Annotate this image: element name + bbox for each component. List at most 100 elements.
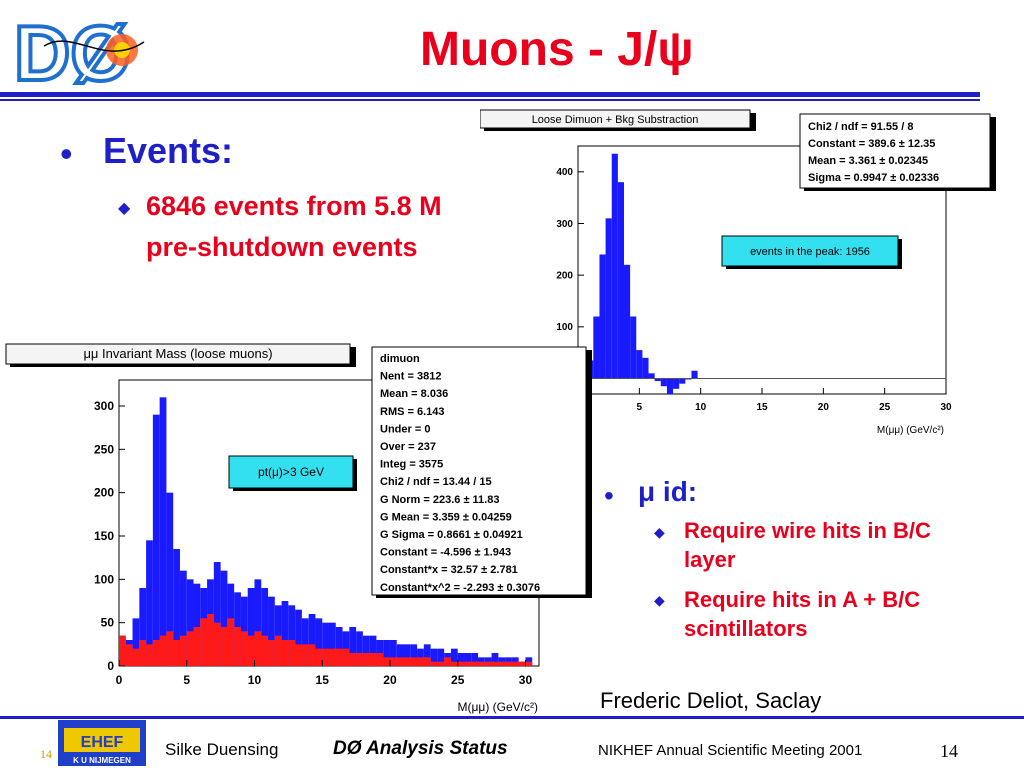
stats-line: Sigma = 0.9947 ± 0.02336 bbox=[808, 172, 939, 184]
bar-background bbox=[301, 644, 309, 666]
bar-background bbox=[132, 648, 140, 666]
bar bbox=[593, 316, 600, 379]
y-tick-label: 0 bbox=[107, 659, 114, 673]
stats-line: Constant*x^2 = -2.293 ± 0.3076 bbox=[380, 582, 540, 594]
bar-all bbox=[383, 640, 390, 666]
stats-line: G Sigma = 0.8661 ± 0.04921 bbox=[380, 529, 523, 541]
bar-background bbox=[423, 657, 431, 666]
chart-dimuon-subtracted: Loose Dimuon + Bkg Substraction 05101520… bbox=[480, 109, 996, 436]
bar-all bbox=[329, 622, 336, 666]
bar-all bbox=[423, 644, 431, 666]
bar-background bbox=[484, 661, 492, 666]
bar-background bbox=[119, 635, 126, 666]
bar-background bbox=[295, 644, 302, 666]
bar-background bbox=[200, 618, 208, 666]
bar-background bbox=[491, 661, 499, 666]
bar-background bbox=[173, 640, 180, 666]
bar-background bbox=[329, 648, 336, 666]
stats-line: Under = 0 bbox=[380, 423, 430, 435]
stats-line: G Norm = 223.6 ± 11.83 bbox=[380, 494, 499, 506]
bar-all bbox=[254, 579, 262, 666]
bar bbox=[630, 316, 637, 379]
y-tick-label: 100 bbox=[556, 322, 573, 333]
bar-all bbox=[268, 596, 275, 666]
bar-background bbox=[335, 648, 343, 666]
bar-all bbox=[247, 588, 255, 666]
y-tick-label: 200 bbox=[94, 486, 114, 500]
nikhef-logo-top: EHEF bbox=[81, 734, 124, 751]
bar bbox=[599, 254, 606, 379]
bar-background bbox=[308, 644, 316, 666]
bar bbox=[636, 350, 643, 379]
bar-background bbox=[376, 653, 384, 666]
stats-line: Over = 237 bbox=[380, 441, 436, 453]
bar-background bbox=[234, 627, 241, 666]
bar-background bbox=[213, 622, 221, 666]
footer-divider bbox=[0, 716, 1024, 719]
bar-background bbox=[227, 618, 235, 666]
bar-background bbox=[186, 631, 194, 666]
bar-all bbox=[457, 653, 465, 666]
bar-background bbox=[152, 640, 160, 666]
bar-background bbox=[511, 661, 519, 666]
muid-diamond-icon: ◆ bbox=[654, 592, 665, 608]
chart-left-xlabel: M(μμ) (GeV/c²) bbox=[458, 700, 538, 714]
bar-all bbox=[288, 605, 296, 666]
stats-line: RMS = 6.143 bbox=[380, 406, 445, 418]
slide-title: Muons - J/ψ bbox=[420, 23, 694, 76]
nikhef-logo: EHEF K U NIJMEGEN bbox=[58, 720, 146, 766]
stats-line: Constant*x = 32.57 ± 2.781 bbox=[380, 564, 518, 576]
chart-left-title: μμ Invariant Mass (loose muons) bbox=[83, 346, 272, 361]
bar bbox=[691, 370, 698, 379]
y-tick-label: 200 bbox=[556, 271, 573, 282]
stats-line: Mean = 3.361 ± 0.02345 bbox=[808, 155, 928, 167]
bar-background bbox=[261, 635, 269, 666]
bar-all bbox=[396, 644, 404, 666]
bar-all bbox=[308, 614, 316, 666]
y-tick-label: 400 bbox=[556, 167, 573, 178]
x-tick-label: 10 bbox=[695, 402, 707, 413]
bar-background bbox=[518, 661, 526, 666]
bar-all bbox=[315, 618, 323, 666]
bar-all bbox=[362, 635, 370, 666]
bar-all bbox=[193, 583, 201, 666]
muid-diamond-icon: ◆ bbox=[654, 524, 665, 540]
bar-all bbox=[152, 414, 160, 666]
bar bbox=[648, 373, 655, 379]
chart-left-annotation: pt(μ)>3 GeV bbox=[258, 465, 324, 479]
x-tick-label: 25 bbox=[451, 673, 465, 687]
y-tick-label: 250 bbox=[94, 442, 114, 456]
stats-line: Nent = 3812 bbox=[380, 371, 441, 383]
bar-all bbox=[369, 635, 377, 666]
muid-item-1: Require wire hits in B/C layer bbox=[684, 518, 931, 572]
y-tick-label: 50 bbox=[101, 616, 115, 630]
events-diamond-icon: ◆ bbox=[118, 200, 131, 217]
bar-background bbox=[322, 648, 329, 666]
stats-line: Mean = 8.036 bbox=[380, 388, 448, 400]
bar bbox=[611, 153, 618, 379]
chart-invariant-mass: μμ Invariant Mass (loose muons) 0 5 10 15 20… bbox=[5, 343, 592, 714]
footer-presenter: Silke Duensing bbox=[165, 740, 279, 759]
bar-background bbox=[220, 627, 228, 666]
stats-line: Chi2 / ndf = 91.55 / 8 bbox=[808, 121, 913, 133]
bar bbox=[679, 378, 686, 384]
bar-all bbox=[166, 492, 174, 666]
bar-background bbox=[179, 635, 187, 666]
bar-all bbox=[220, 570, 228, 666]
events-bullet-icon: • bbox=[60, 133, 73, 174]
chart-right-annotation: events in the peak: 1956 bbox=[750, 246, 870, 258]
bar-all bbox=[464, 653, 472, 666]
bar-all bbox=[349, 627, 357, 666]
bar-background bbox=[383, 657, 390, 666]
footer-title: DØ Analysis Status bbox=[333, 738, 508, 759]
bar-all bbox=[389, 640, 397, 666]
x-tick-label: 20 bbox=[383, 673, 397, 687]
bar-all bbox=[335, 627, 343, 666]
bar-background bbox=[268, 640, 275, 666]
bar bbox=[673, 378, 680, 389]
bar-all bbox=[173, 549, 180, 666]
bar-all bbox=[146, 540, 153, 666]
bar-all bbox=[403, 644, 411, 666]
bar-all bbox=[295, 609, 302, 666]
footer-meeting: NIKHEF Annual Scientific Meeting 2001 bbox=[598, 742, 863, 759]
